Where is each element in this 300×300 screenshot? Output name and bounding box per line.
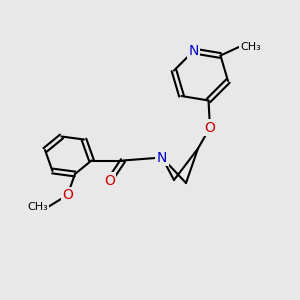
Text: N: N: [157, 151, 167, 164]
Text: O: O: [104, 174, 115, 188]
Text: N: N: [188, 44, 199, 58]
Text: O: O: [62, 188, 73, 202]
Text: O: O: [205, 121, 215, 134]
Text: CH₃: CH₃: [27, 202, 48, 212]
Text: CH₃: CH₃: [240, 41, 261, 52]
